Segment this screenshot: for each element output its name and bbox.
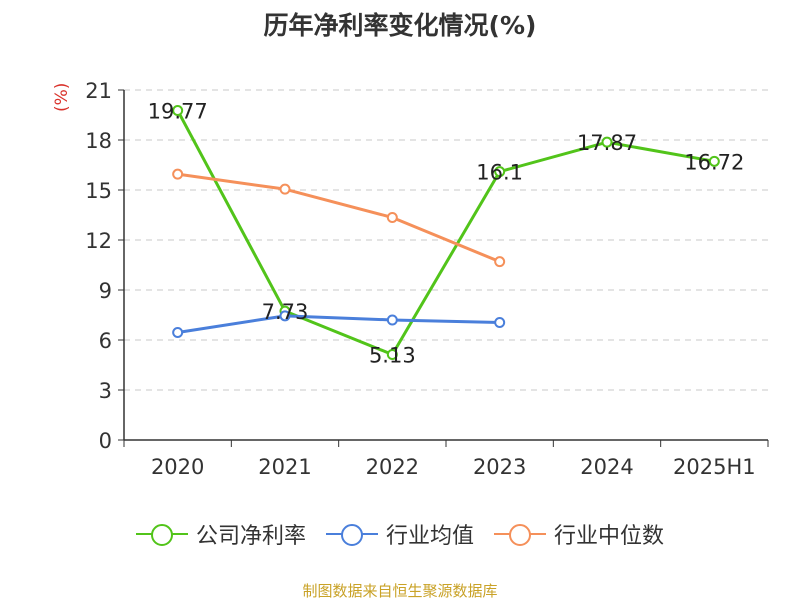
data-point-1 (279, 310, 291, 322)
x-tick-label: 2020 (151, 455, 204, 479)
y-tick-label: 6 (99, 329, 112, 353)
legend-marker-industry-median (494, 522, 546, 546)
data-point-0 (494, 166, 506, 178)
series-line-0 (176, 109, 715, 356)
x-tick-label: 2025H1 (673, 455, 756, 479)
data-point-0 (601, 136, 613, 148)
legend-label-industry-median: 行业中位数 (554, 524, 665, 549)
data-label: 19.77 (148, 100, 208, 124)
x-tick-label: 2024 (580, 455, 633, 479)
legend-item-industry-median[interactable]: 行业中位数 (494, 518, 664, 550)
data-label: 17.87 (577, 131, 637, 155)
series-line-2 (177, 172, 501, 264)
y-tick-label: 21 (85, 79, 112, 103)
x-tick-label: 2021 (258, 455, 311, 479)
legend-label-company: 公司净利率 (195, 524, 306, 549)
legend-marker-company (135, 522, 188, 546)
data-point-0 (386, 349, 398, 360)
y-tick-label: 9 (99, 279, 112, 303)
data-point-1 (386, 314, 398, 326)
chart-legend: 公司净利率 行业均值 行业中位数 (0, 518, 800, 550)
data-point-0 (172, 105, 184, 116)
source-note: 制图数据来自恒生聚源数据库 (302, 582, 498, 600)
legend-item-industry-mean[interactable]: 行业均值 (325, 518, 474, 550)
data-point-2 (279, 183, 291, 195)
data-label: 16.1 (476, 161, 523, 185)
y-tick-label: 18 (85, 129, 112, 153)
data-label: 7.73 (262, 300, 309, 324)
data-point-1 (172, 327, 184, 338)
legend-item-company[interactable]: 公司净利率 (135, 518, 306, 550)
data-point-2 (386, 212, 398, 223)
x-tick-label: 2023 (473, 455, 526, 479)
data-label: 5.13 (369, 344, 416, 368)
x-tick-label: 2022 (366, 455, 419, 479)
data-point-0 (708, 155, 720, 167)
legend-label-industry-mean: 行业均值 (385, 524, 474, 549)
data-label: 16.72 (684, 150, 744, 174)
y-tick-label: 3 (99, 379, 112, 403)
data-point-2 (172, 168, 184, 180)
legend-marker-industry-mean (325, 522, 378, 546)
y-tick-label: 0 (99, 429, 112, 453)
y-tick-label: 12 (85, 229, 112, 253)
data-point-1 (494, 317, 506, 328)
series-line-1 (177, 314, 500, 334)
data-point-2 (494, 256, 506, 268)
y-tick-label: 15 (85, 179, 112, 203)
chart-title: 历年净利率变化情况(%) (263, 11, 537, 40)
